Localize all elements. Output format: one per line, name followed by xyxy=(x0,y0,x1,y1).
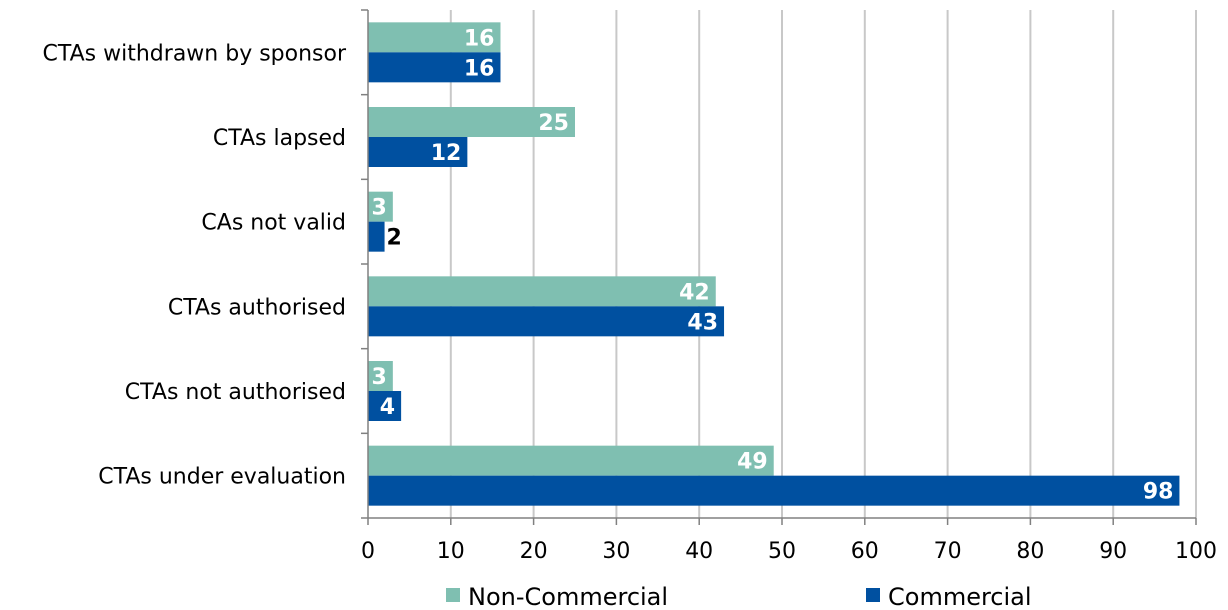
bar xyxy=(368,475,1180,506)
tick-labels: 0 10 20 30 40 50 60 70 80 90 100 xyxy=(361,539,1217,564)
x-tick-label: 50 xyxy=(768,539,796,564)
legend: Non-Commercial Commercial xyxy=(446,583,1032,610)
data-label: 49 xyxy=(737,450,768,475)
legend-swatch xyxy=(446,588,460,602)
data-label: 43 xyxy=(687,310,718,335)
x-tick-label: 0 xyxy=(361,539,375,564)
x-tick-label: 10 xyxy=(437,539,465,564)
category-label: CAs not valid xyxy=(201,211,346,236)
data-label: 16 xyxy=(464,56,495,81)
category-label: CTAs withdrawn by sponsor xyxy=(43,41,347,66)
bar xyxy=(368,52,501,83)
x-tick-label: 60 xyxy=(851,539,879,564)
bar xyxy=(368,391,402,421)
data-label: 42 xyxy=(679,280,710,305)
data-label: 12 xyxy=(431,141,462,166)
legend-label: Commercial xyxy=(888,583,1032,610)
bar xyxy=(368,107,575,137)
axes xyxy=(361,9,1197,525)
bars xyxy=(368,22,1180,506)
x-tick-label: 70 xyxy=(934,539,962,564)
grid-lines xyxy=(449,10,1197,518)
data-label: 2 xyxy=(387,226,402,251)
data-label: 25 xyxy=(538,111,569,136)
bar xyxy=(368,22,501,53)
bar xyxy=(368,137,468,167)
category-label: CTAs authorised xyxy=(168,295,346,320)
data-label: 3 xyxy=(372,196,387,221)
category-label: CTAs lapsed xyxy=(213,126,346,151)
bar xyxy=(368,306,725,337)
data-label: 3 xyxy=(372,365,387,390)
bar xyxy=(368,361,393,391)
bar xyxy=(368,445,774,476)
legend-swatch xyxy=(866,588,880,602)
data-label: 4 xyxy=(380,395,395,420)
x-tick-label: 30 xyxy=(602,539,630,564)
bar xyxy=(368,221,385,252)
legend-label: Non-Commercial xyxy=(468,583,668,610)
data-label: 16 xyxy=(464,26,495,51)
data-label: 98 xyxy=(1143,480,1174,505)
bar xyxy=(368,276,716,307)
x-tick-label: 90 xyxy=(1099,539,1127,564)
bar xyxy=(368,191,393,222)
x-tick-label: 100 xyxy=(1175,539,1217,564)
category-label: CTAs not authorised xyxy=(125,380,346,405)
x-tick-label: 20 xyxy=(520,539,548,564)
x-tick-label: 40 xyxy=(685,539,713,564)
x-tick-label: 80 xyxy=(1016,539,1044,564)
category-label: CTAs under evaluation xyxy=(98,465,346,490)
category-labels: CTAs withdrawn by sponsor CTAs lapsed CAs … xyxy=(43,41,347,489)
